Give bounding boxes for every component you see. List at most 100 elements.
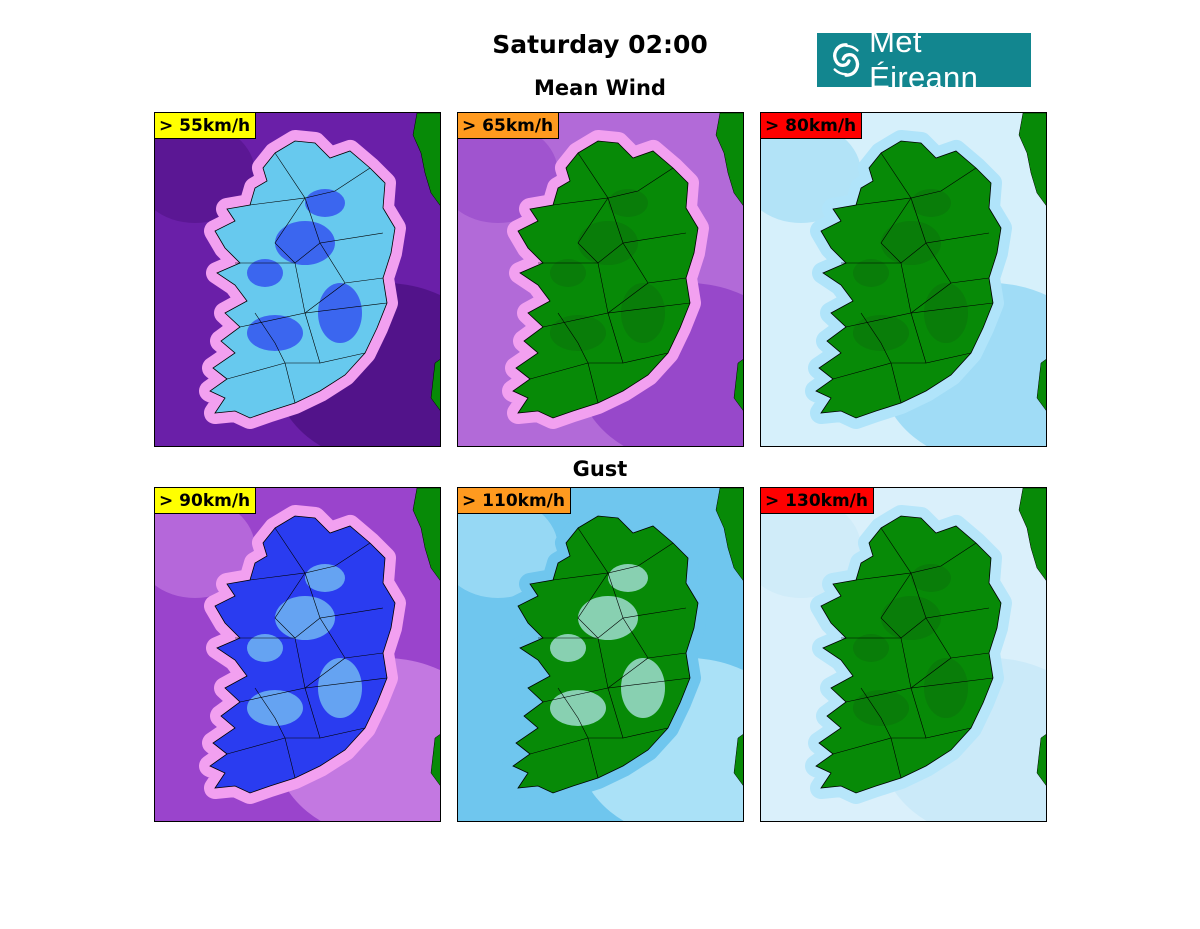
inland-wind-zone	[578, 596, 638, 640]
county-border	[950, 652, 990, 659]
mean-wind-heading: Mean Wind	[534, 76, 666, 100]
ireland-land	[815, 515, 1002, 794]
inland-wind-zone	[924, 283, 968, 343]
county-border	[274, 197, 306, 264]
county-border	[577, 197, 609, 264]
threshold-label: > 110km/h	[458, 488, 571, 514]
county-border	[284, 362, 296, 404]
ireland-land	[209, 515, 396, 794]
inland-wind-zone	[911, 564, 951, 592]
county-border	[577, 152, 674, 199]
county-border	[239, 312, 366, 364]
county-border	[254, 687, 286, 739]
inland-wind-zone	[318, 283, 362, 343]
county-border	[860, 312, 892, 364]
ireland-map	[155, 113, 440, 446]
great-britain-land	[1018, 488, 1046, 581]
great-britain-land	[733, 734, 743, 786]
county-border	[587, 362, 599, 404]
inland-wind-zone	[621, 658, 665, 718]
county-border	[542, 312, 669, 364]
county-border	[274, 527, 371, 574]
county-border	[577, 527, 674, 574]
county-border	[557, 687, 589, 739]
threshold-label: > 130km/h	[761, 488, 874, 514]
ireland-map	[761, 113, 1046, 446]
gust-heading: Gust	[572, 457, 628, 481]
map-panel-gust-110: > 110km/h	[457, 487, 744, 822]
logo-text: Met Éireann	[869, 24, 979, 95]
county-border	[950, 277, 990, 284]
county-border	[860, 687, 892, 739]
county-border	[274, 572, 306, 639]
county-border	[880, 152, 977, 199]
inland-wind-zone	[318, 658, 362, 718]
great-britain-land	[1036, 734, 1046, 786]
ireland-map	[458, 113, 743, 446]
county-border	[239, 687, 366, 739]
great-britain-land	[1036, 359, 1046, 411]
inland-wind-zone	[853, 315, 909, 351]
county-border	[587, 737, 599, 779]
inland-wind-zone	[608, 189, 648, 217]
inland-wind-zone	[247, 634, 283, 662]
inland-wind-zone	[275, 221, 335, 265]
map-panel-mean-55: > 55km/h	[154, 112, 441, 447]
county-border	[274, 152, 371, 199]
ireland-map	[761, 488, 1046, 821]
inland-wind-zone	[924, 658, 968, 718]
county-border	[890, 737, 902, 779]
county-border	[855, 572, 990, 619]
county-border	[249, 197, 384, 244]
inland-wind-zone	[550, 315, 606, 351]
map-panel-gust-130: > 130km/h	[760, 487, 1047, 822]
great-britain-land	[733, 359, 743, 411]
ireland-land	[512, 515, 699, 794]
ireland-map	[155, 488, 440, 821]
county-border	[344, 652, 384, 659]
map-panel-mean-80: > 80km/h	[760, 112, 1047, 447]
inland-wind-zone	[621, 283, 665, 343]
county-border	[577, 572, 609, 639]
county-border	[845, 312, 972, 364]
great-britain-land	[430, 734, 440, 786]
met-eireann-swirl-icon	[833, 43, 860, 77]
page-title: Saturday 02:00	[492, 30, 708, 59]
threshold-label: > 55km/h	[155, 113, 257, 139]
inland-wind-zone	[853, 259, 889, 287]
great-britain-land	[1018, 113, 1046, 206]
inland-wind-zone	[247, 259, 283, 287]
county-border	[880, 572, 912, 639]
great-britain-land	[715, 113, 743, 206]
inland-wind-zone	[608, 564, 648, 592]
county-border	[557, 312, 589, 364]
inland-wind-zone	[881, 596, 941, 640]
map-panel-gust-90: > 90km/h	[154, 487, 441, 822]
county-border	[647, 652, 687, 659]
county-border	[552, 197, 687, 244]
inland-wind-zone	[275, 596, 335, 640]
county-border	[890, 362, 902, 404]
county-border	[880, 527, 977, 574]
county-border	[284, 737, 296, 779]
county-border	[254, 312, 286, 364]
inland-wind-zone	[550, 690, 606, 726]
ireland-map	[458, 488, 743, 821]
inland-wind-zone	[305, 189, 345, 217]
ireland-land	[815, 140, 1002, 419]
great-britain-land	[412, 113, 440, 206]
inland-wind-zone	[550, 634, 586, 662]
great-britain-land	[412, 488, 440, 581]
ireland-land	[512, 140, 699, 419]
threshold-label: > 90km/h	[155, 488, 257, 514]
county-border	[880, 197, 912, 264]
great-britain-land	[715, 488, 743, 581]
county-border	[647, 277, 687, 284]
met-eireann-logo: Met Éireann	[817, 24, 1031, 95]
county-border	[552, 572, 687, 619]
county-border	[855, 197, 990, 244]
inland-wind-zone	[247, 690, 303, 726]
inland-wind-zone	[550, 259, 586, 287]
inland-wind-zone	[853, 634, 889, 662]
threshold-label: > 65km/h	[458, 113, 560, 139]
